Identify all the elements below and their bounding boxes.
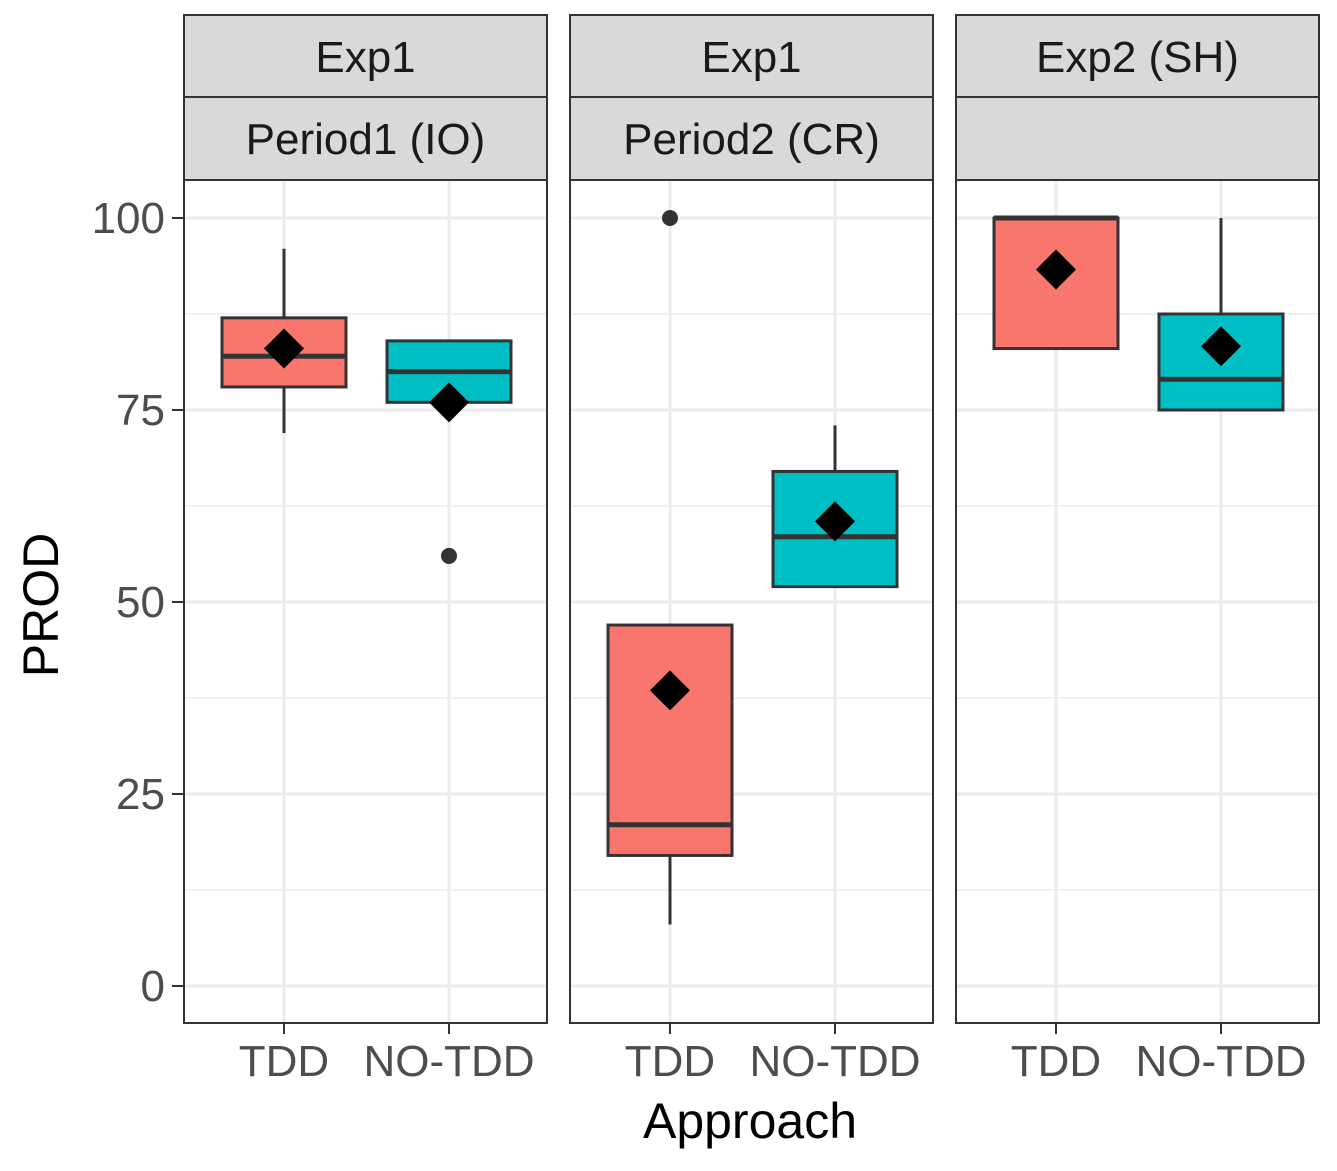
box-no-tdd	[385, 339, 513, 564]
x-axis-title: Approach	[643, 1093, 857, 1149]
strip-bottom	[569, 96, 934, 181]
facet-panel: Exp2 (SH) TDD NO-TDD	[955, 14, 1320, 1086]
x-tick-label: TDD	[239, 1037, 329, 1086]
y-tick-label: 25	[116, 770, 165, 819]
strip-top-label: Exp1	[315, 33, 415, 82]
mean-marker	[650, 670, 690, 711]
box-tdd	[220, 248, 348, 434]
panel-border	[569, 179, 934, 1024]
x-tick-label: TDD	[625, 1037, 715, 1086]
y-axis-title: PROD	[13, 533, 69, 677]
box-tdd	[992, 215, 1120, 351]
panel-border	[183, 179, 548, 1024]
facet-panel: Exp1 Period1 (IO) TDD NO-TDD	[183, 14, 548, 1086]
y-tick-label: 50	[116, 578, 165, 627]
box-no-tdd	[771, 425, 899, 589]
strip-top	[955, 14, 1320, 98]
y-tick-label: 75	[116, 386, 165, 435]
box-no-tdd	[1157, 218, 1285, 412]
box-tdd	[606, 210, 734, 925]
y-tick-label: 0	[141, 962, 165, 1011]
strip-bottom	[955, 96, 1320, 181]
strip-top	[569, 14, 934, 98]
mean-marker	[264, 328, 304, 369]
strip-bottom-label: Period2 (CR)	[623, 115, 880, 164]
x-tick-label: NO-TDD	[363, 1037, 534, 1086]
y-axis: 0 25 50 75 100	[92, 194, 184, 1011]
facet-panel: Exp1 Period2 (CR) TDD NO-TDD	[569, 14, 934, 1086]
box-iqr	[606, 623, 734, 857]
mean-marker	[429, 382, 469, 423]
mean-marker	[1201, 326, 1241, 367]
facet-panels: Exp1 Period1 (IO) TDD NO-TDD Exp1 Period2 (CR…	[183, 14, 1320, 1086]
outlier-point	[441, 547, 457, 564]
x-tick-label: NO-TDD	[1135, 1037, 1306, 1086]
mean-marker	[1036, 249, 1076, 290]
panel-border	[955, 179, 1320, 1024]
strip-top-label: Exp1	[701, 33, 801, 82]
x-tick-label: TDD	[1011, 1037, 1101, 1086]
strip-top-label: Exp2 (SH)	[1036, 33, 1239, 82]
strip-top	[183, 14, 548, 98]
strip-bottom-label: Period1 (IO)	[246, 115, 486, 164]
y-tick-label: 100	[92, 194, 165, 243]
x-tick-label: NO-TDD	[749, 1037, 920, 1086]
mean-marker	[815, 501, 855, 542]
outlier-point	[662, 210, 678, 226]
